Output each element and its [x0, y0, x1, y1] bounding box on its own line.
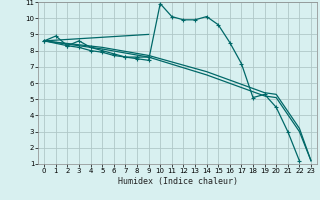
X-axis label: Humidex (Indice chaleur): Humidex (Indice chaleur) [118, 177, 238, 186]
